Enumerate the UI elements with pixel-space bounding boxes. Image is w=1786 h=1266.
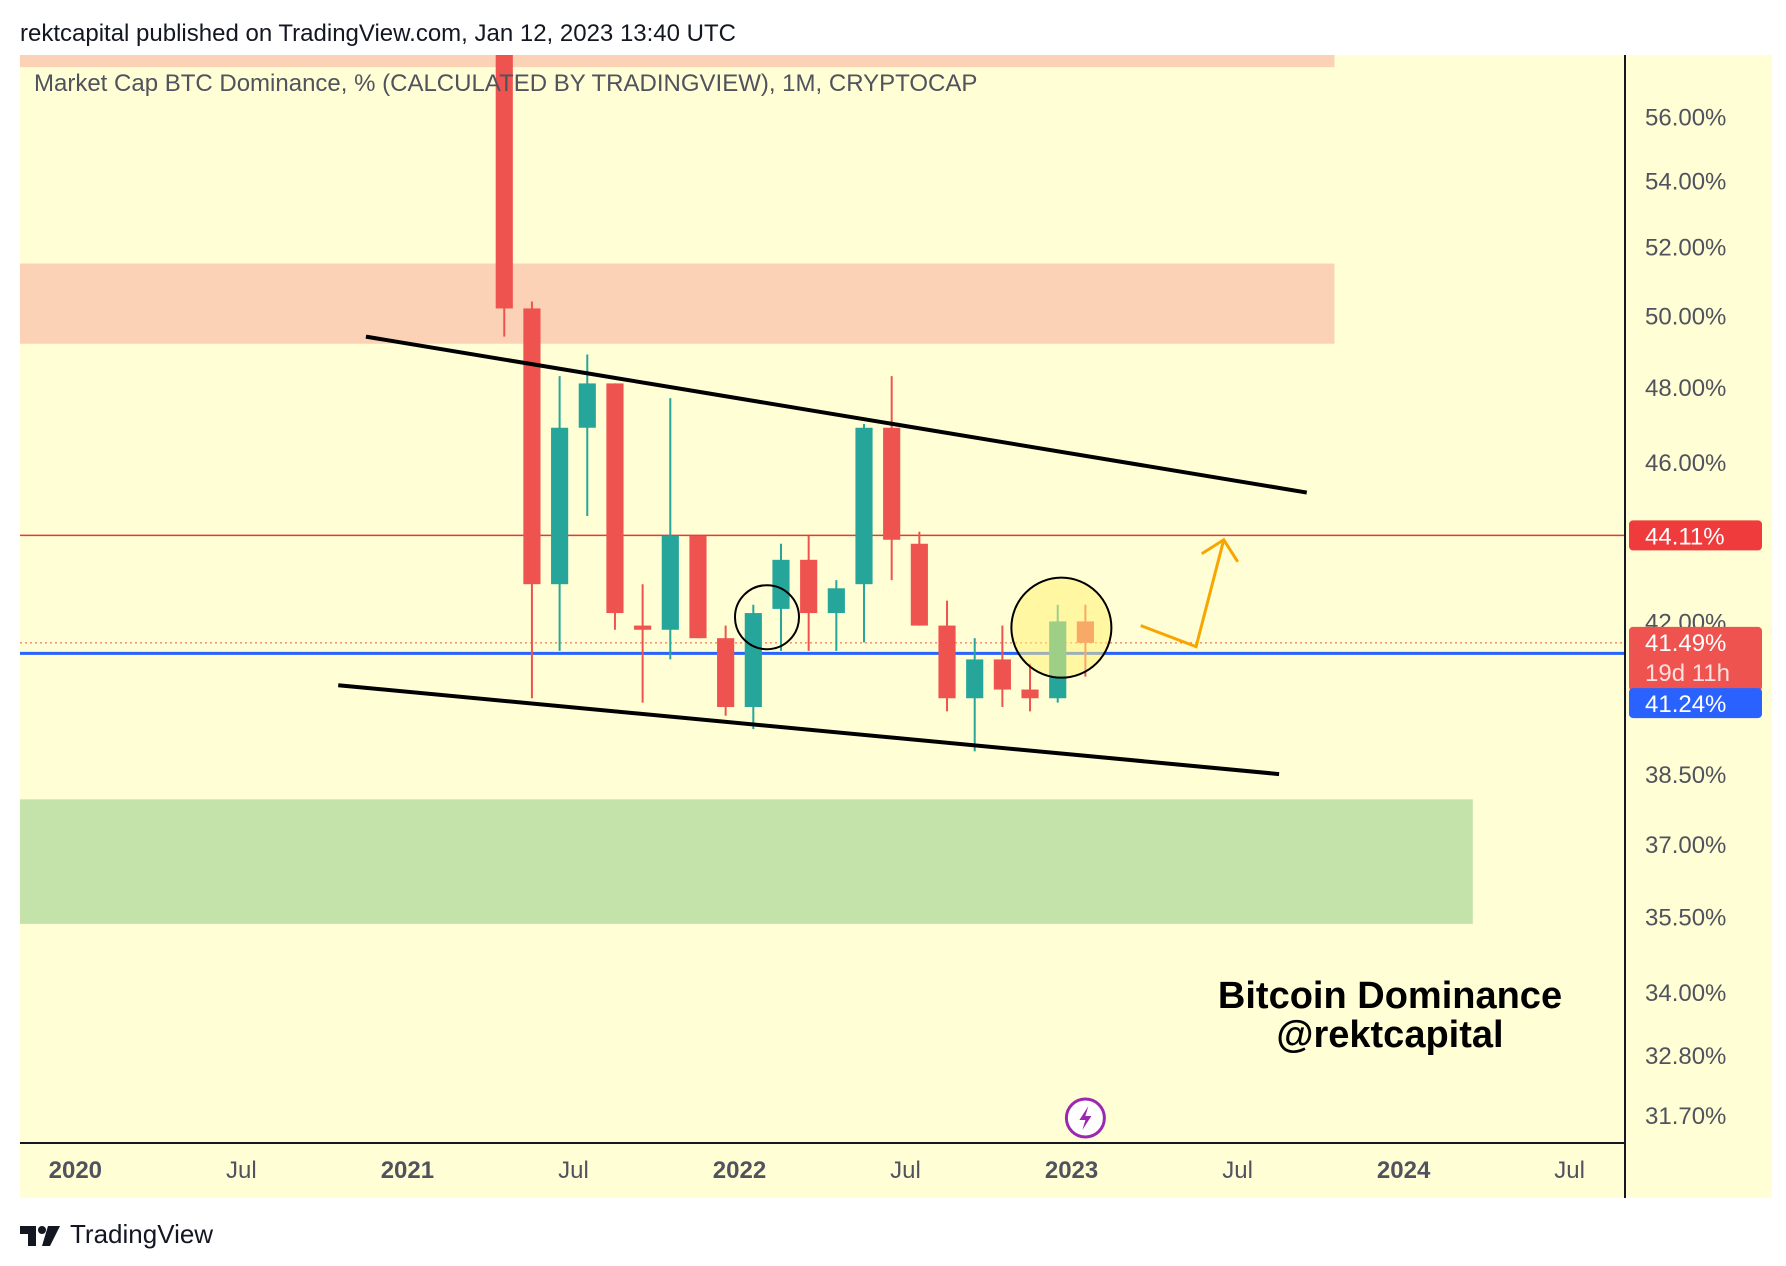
trendline-lower [338, 683, 1280, 777]
publish-header: rektcapital published on TradingView.com… [20, 20, 736, 47]
chart-container[interactable]: Market Cap BTC Dominance, % (CALCULATED … [20, 55, 1772, 1198]
candle[interactable] [772, 543, 790, 651]
time-axis-background [20, 1143, 1625, 1198]
zone-resistance-top [20, 55, 1335, 68]
candle[interactable] [578, 354, 596, 516]
candle[interactable] [634, 584, 652, 703]
candle-body [855, 427, 873, 585]
candle-body [883, 427, 901, 540]
resistance-price-tag-text: 44.11% [1645, 523, 1725, 550]
lightning-glyph [1079, 1106, 1092, 1130]
x-tick-label: Jul [1222, 1157, 1253, 1184]
highlight-circle [733, 584, 800, 651]
candle-body [606, 383, 624, 614]
y-tick-label: 37.00% [1645, 832, 1726, 859]
x-tick-label: 2024 [1377, 1157, 1431, 1184]
candlestick-chart[interactable]: Market Cap BTC Dominance, % (CALCULATED … [20, 55, 1772, 1198]
y-tick-label: 56.00% [1645, 105, 1726, 132]
candle[interactable] [883, 376, 901, 581]
projection-arrow-head [1200, 537, 1240, 563]
plot-background [20, 55, 1625, 1143]
candle[interactable] [717, 625, 735, 716]
candle[interactable] [910, 531, 928, 626]
x-tick-label: 2023 [1045, 1157, 1098, 1184]
y-tick-label: 34.00% [1645, 980, 1726, 1007]
candle[interactable] [800, 535, 818, 651]
y-tick-label: 46.00% [1645, 450, 1726, 477]
y-tick-label: 31.70% [1645, 1103, 1726, 1130]
candle-body [578, 383, 596, 428]
y-tick-label: 54.00% [1645, 168, 1726, 195]
candle-body [827, 588, 845, 614]
candle-body [634, 625, 652, 630]
x-tick-label: Jul [890, 1157, 921, 1184]
candle-body [523, 308, 541, 585]
candle[interactable] [744, 604, 762, 730]
y-tick-label: 38.50% [1645, 762, 1726, 789]
tradingview-logo-icon [20, 1225, 60, 1246]
support-price-tag [1629, 688, 1762, 719]
x-tick-label: Jul [1554, 1157, 1585, 1184]
x-tick-label: Jul [558, 1157, 589, 1184]
candle[interactable] [689, 535, 707, 639]
y-tick-label: 50.00% [1645, 303, 1726, 330]
watermark-title: Bitcoin Dominance [1218, 975, 1562, 1017]
zone-resistance [20, 263, 1335, 344]
candle[interactable] [523, 301, 541, 699]
trendline-upper [365, 334, 1308, 495]
candle[interactable] [551, 376, 569, 651]
candle[interactable] [993, 625, 1011, 708]
candle-body [744, 613, 762, 708]
candle-body [495, 55, 513, 309]
current-price-tag-text: 19d 11h [1645, 660, 1730, 687]
x-tick-label: 2021 [381, 1157, 434, 1184]
current-price-tag-text: 41.49% [1645, 630, 1726, 657]
candle-body [772, 559, 790, 609]
y-tick-label: 48.00% [1645, 375, 1726, 402]
candles-group [495, 55, 1094, 752]
y-tick-label: 32.80% [1645, 1043, 1726, 1070]
candle[interactable] [495, 55, 513, 337]
watermark-handle: @rektcapital [1276, 1014, 1503, 1056]
candle[interactable] [1021, 663, 1039, 712]
current-price-tag [1629, 626, 1762, 691]
zone-support [20, 799, 1473, 924]
x-tick-label: 2022 [713, 1157, 766, 1184]
candle-body [966, 659, 984, 699]
candle-body [938, 625, 956, 699]
candle-body [551, 427, 569, 585]
projection-arrow [1140, 539, 1226, 649]
candle[interactable] [938, 600, 956, 712]
candle-body [993, 659, 1011, 690]
candle-body [910, 543, 928, 626]
resistance-price-tag [1629, 520, 1762, 551]
candle[interactable] [661, 398, 679, 660]
price-axis-background [1625, 55, 1772, 1198]
candle-body [800, 559, 818, 614]
y-tick-label: 35.50% [1645, 904, 1726, 931]
chart-title: Market Cap BTC Dominance, % (CALCULATED … [34, 70, 977, 97]
candle-body [661, 535, 679, 630]
candle[interactable] [855, 424, 873, 643]
tradingview-footer[interactable]: TradingView [20, 1219, 213, 1250]
highlight-circle [1010, 576, 1113, 679]
candle[interactable] [827, 580, 845, 651]
candle-body [689, 535, 707, 639]
x-tick-label: Jul [226, 1157, 257, 1184]
tradingview-brand: TradingView [70, 1219, 214, 1249]
candle[interactable] [606, 383, 624, 630]
x-tick-label: 2020 [49, 1157, 102, 1184]
candle-body [1021, 689, 1039, 699]
support-price-tag-text: 41.24% [1645, 691, 1726, 718]
candle[interactable] [966, 638, 984, 752]
candle-body [717, 638, 735, 708]
y-tick-label: 52.00% [1645, 235, 1726, 262]
